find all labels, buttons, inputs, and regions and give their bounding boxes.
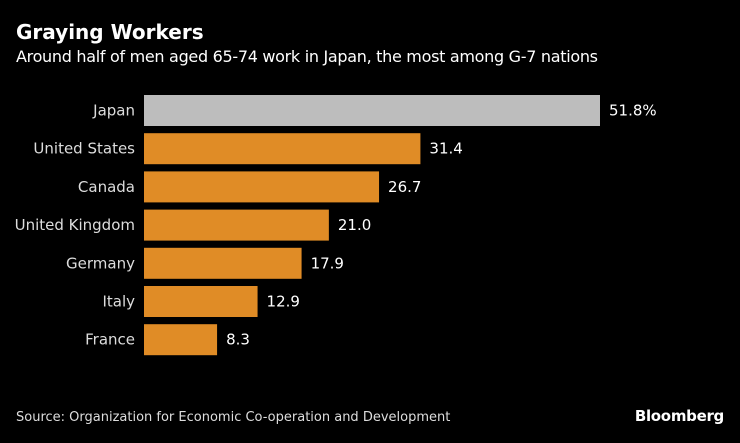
category-label: Canada (78, 178, 135, 196)
bar-france (144, 324, 218, 356)
data-label: 26.7 (388, 178, 421, 196)
chart-title: Graying Workers (16, 20, 204, 44)
bar-italy (144, 286, 258, 317)
data-label: 31.4 (429, 140, 462, 158)
data-label: 51.8% (609, 102, 657, 120)
bar-canada (144, 171, 380, 203)
bar-united-kingdom (144, 209, 329, 241)
source-note: Source: Organization for Economic Co-ope… (16, 410, 451, 425)
category-label: Japan (92, 102, 135, 120)
category-label: Germany (66, 254, 135, 272)
data-label: 12.9 (267, 293, 300, 311)
chart-subtitle: Around half of men aged 65-74 work in Ja… (16, 47, 598, 66)
data-label: 21.0 (338, 216, 371, 234)
category-label: France (85, 331, 135, 349)
bar-germany (144, 247, 302, 279)
bar-japan (144, 95, 600, 126)
data-label: 8.3 (226, 331, 250, 349)
data-label: 17.9 (311, 254, 344, 272)
bloomberg-logo: Bloomberg (634, 407, 724, 425)
category-label: Italy (102, 293, 135, 311)
category-label: United Kingdom (15, 216, 135, 234)
category-label: United States (33, 140, 135, 158)
bar-united-states (144, 133, 421, 165)
